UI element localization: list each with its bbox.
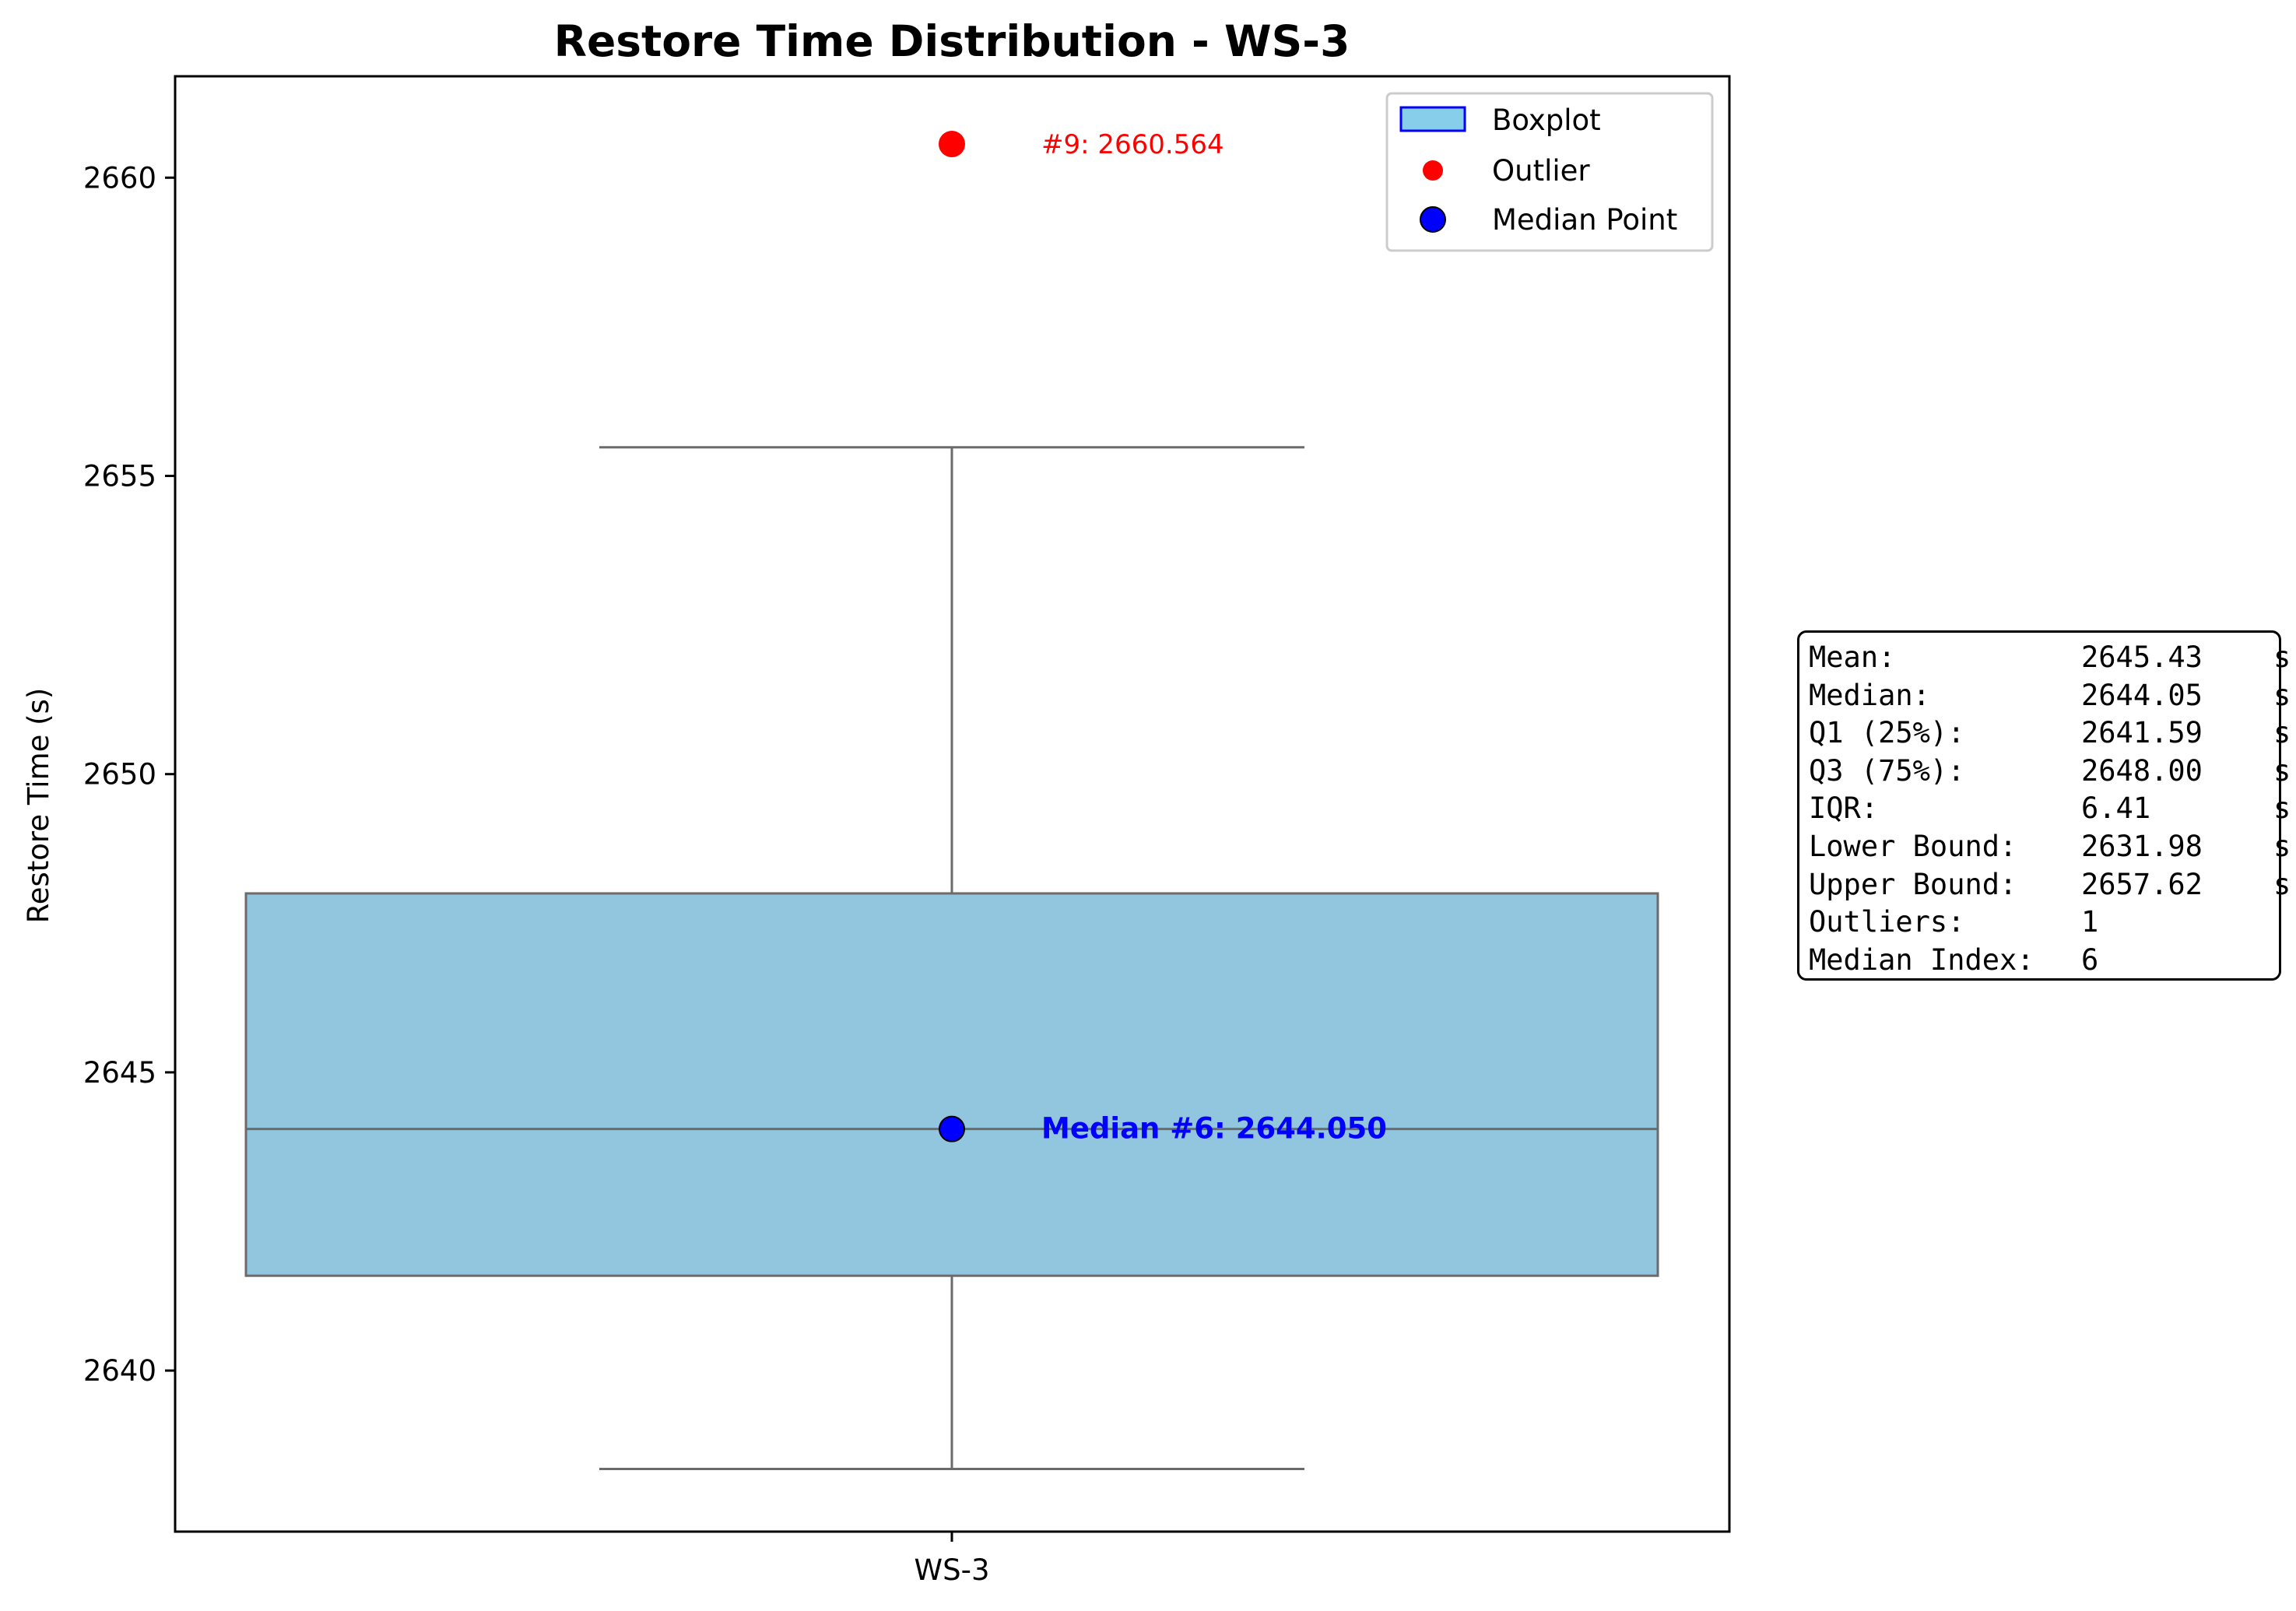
stat-row: Median Index: 6 [1809, 942, 2270, 980]
stat-unit: s [2273, 716, 2291, 750]
legend-boxplot-label: Boxplot [1492, 104, 1601, 137]
stat-label: Q1 (25%): [1809, 716, 1965, 750]
stat-value: 1 [2081, 905, 2099, 939]
stat-unit: s [2273, 791, 2291, 826]
stat-row: Median: 2644.05 s [1809, 677, 2291, 715]
stat-unit: s [2273, 829, 2291, 863]
legend-median-marker [1420, 206, 1446, 233]
stat-unit: s [2273, 867, 2291, 901]
stat-value: 2644.05 [2081, 678, 2203, 712]
y-tick-label: 2645 [83, 1056, 156, 1090]
median-label: Median #6: 2644.050 [1041, 1112, 1387, 1146]
stat-unit: s [2273, 678, 2291, 712]
stat-unit: s [2273, 753, 2291, 788]
stat-value: 2657.62 [2081, 867, 2203, 901]
stat-value: 2645.43 [2081, 641, 2203, 674]
legend-median-label: Median Point [1492, 203, 1677, 237]
stat-row: Mean: 2645.43 s [1809, 639, 2291, 677]
legend-frame [1385, 92, 1714, 252]
statistics-box: Mean: 2645.43 s Median: 2644.05 s Q1 (25%): 264… [1797, 630, 2291, 981]
stat-value: 6 [2081, 942, 2099, 977]
median-point [939, 1115, 965, 1142]
stat-row: IQR: 6.41 s [1809, 790, 2291, 828]
stat-label: Median Index: [1809, 942, 2034, 977]
stat-row: Lower Bound: 2631.98 s [1809, 828, 2291, 866]
stat-label: Q3 (75%): [1809, 753, 1965, 788]
y-tick-label: 2650 [83, 758, 156, 791]
y-tick-label: 2640 [83, 1354, 156, 1388]
legend-outlier-label: Outlier [1492, 154, 1590, 188]
outlier-point [939, 131, 965, 158]
plot-area: #9: 2660.564 Median #6: 2644.050 2640 2645 2… [83, 75, 1731, 1587]
stat-row: Upper Bound: 2657.62 s [1809, 866, 2291, 904]
stat-value: 2641.59 [2081, 716, 2203, 750]
y-tick-label: 2660 [83, 161, 156, 195]
stat-label: Upper Bound: [1809, 867, 2017, 901]
stat-value: 6.41 [2081, 791, 2151, 826]
stat-label: Mean: [1809, 641, 1896, 674]
stat-unit: s [2273, 641, 2291, 674]
stat-row: Q3 (75%): 2648.00 s [1809, 753, 2291, 791]
legend-outlier-marker [1423, 160, 1443, 181]
stat-value: 2648.00 [2081, 753, 2203, 788]
stat-row: Q1 (25%): 2641.59 s [1809, 714, 2291, 753]
chart-title: Restore Time Distribution - WS-3 [554, 16, 1350, 66]
stat-label: Lower Bound: [1809, 829, 2017, 863]
x-tick-label: WS-3 [915, 1553, 990, 1587]
iqr-box [244, 892, 1659, 1277]
outlier-label: #9: 2660.564 [1041, 129, 1224, 160]
stat-value: 2631.98 [2081, 829, 2203, 863]
legend: Boxplot Outlier Median Point [1385, 92, 1714, 252]
y-axis-label: Restore Time (s) [22, 688, 55, 924]
y-tick-label: 2655 [83, 459, 156, 493]
stat-label: Outliers: [1809, 905, 1965, 939]
stat-row: Outliers: 1 [1809, 904, 2270, 942]
legend-boxplot-swatch [1399, 106, 1466, 132]
stat-label: IQR: [1809, 791, 1879, 826]
stat-label: Median: [1809, 678, 1930, 712]
